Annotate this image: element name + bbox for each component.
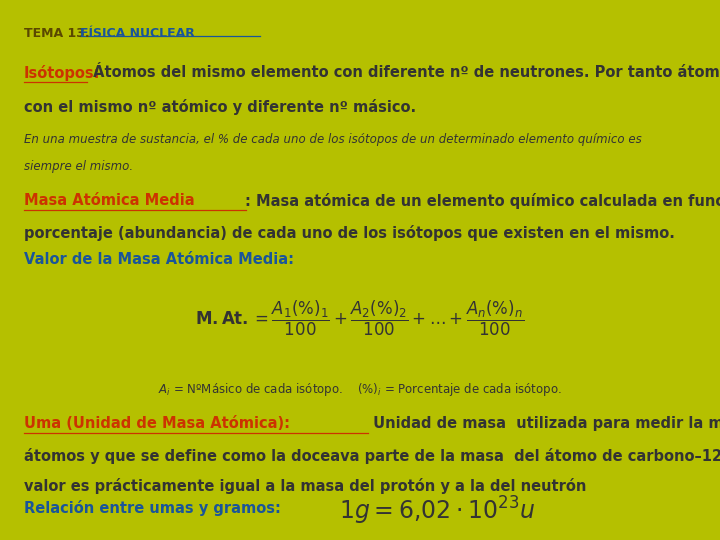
Text: átomos y que se define como la doceava parte de la masa  del átomo de carbono–12: átomos y que se define como la doceava p… <box>24 448 720 464</box>
Text: porcentaje (abundancia) de cada uno de los isótopos que existen en el mismo.: porcentaje (abundancia) de cada uno de l… <box>24 225 675 241</box>
Text: Valor de la Masa Atómica Media:: Valor de la Masa Atómica Media: <box>24 252 294 267</box>
Text: Unidad de masa  utilizada para medir la masa de los: Unidad de masa utilizada para medir la m… <box>369 416 720 431</box>
Text: FÍSICA NUCLEAR: FÍSICA NUCLEAR <box>80 28 195 40</box>
Text: valor es prácticamente igual a la masa del protón y a la del neutrón: valor es prácticamente igual a la masa d… <box>24 478 587 495</box>
Text: Uma (Unidad de Masa Atómica):: Uma (Unidad de Masa Atómica): <box>24 416 290 431</box>
Text: con el mismo nº atómico y diferente nº másico.: con el mismo nº atómico y diferente nº m… <box>24 99 416 115</box>
Text: siempre el mismo.: siempre el mismo. <box>24 160 133 173</box>
Text: En una muestra de sustancia, el % de cada uno de los isótopos de un determinado : En una muestra de sustancia, el % de cad… <box>24 133 642 146</box>
Text: $A_i$ = NºMásico de cada isótopo.    $(\%)_i$ = Porcentaje de cada isótopo.: $A_i$ = NºMásico de cada isótopo. $(\%)_… <box>158 381 562 399</box>
Text: Isótopos:: Isótopos: <box>24 65 101 81</box>
Text: Relación entre umas y gramos:: Relación entre umas y gramos: <box>24 500 281 516</box>
Text: : Masa atómica de un elemento químico calculada en función del: : Masa atómica de un elemento químico ca… <box>245 193 720 210</box>
Text: Masa Atómica Media: Masa Atómica Media <box>24 193 194 208</box>
Text: $1g = 6{,}02 \cdot 10^{23}u$: $1g = 6{,}02 \cdot 10^{23}u$ <box>339 495 536 526</box>
Text: TEMA 13.: TEMA 13. <box>24 28 99 40</box>
Text: Átomos del mismo elemento con diferente nº de neutrones. Por tanto átomos: Átomos del mismo elemento con diferente … <box>88 65 720 80</box>
Text: $\mathbf{M.At.} = \dfrac{A_1(\%)_1}{100} + \dfrac{A_2(\%)_2}{100} + \ldots + \df: $\mathbf{M.At.} = \dfrac{A_1(\%)_1}{100}… <box>195 299 525 338</box>
